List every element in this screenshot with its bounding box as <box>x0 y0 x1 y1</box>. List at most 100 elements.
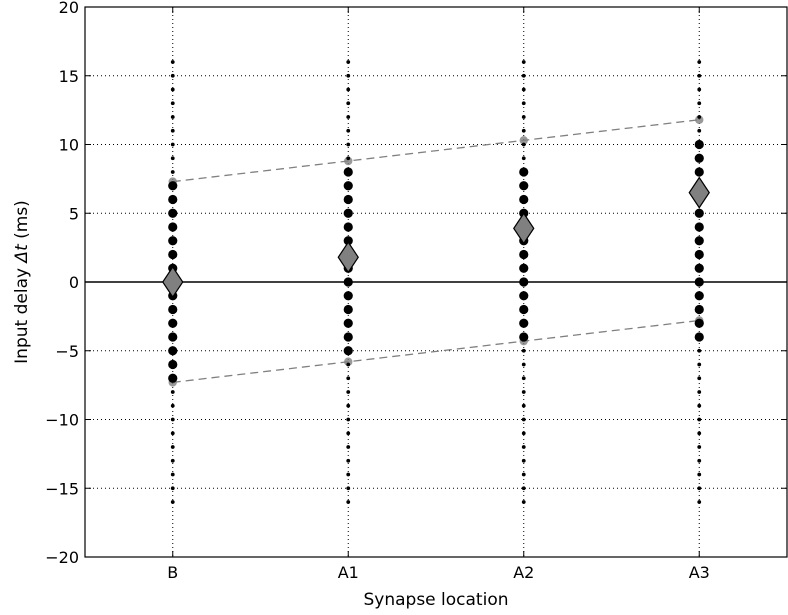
x-axis-ticks: B A1 A2 A3 <box>167 7 710 582</box>
y-tick-label: 5 <box>69 204 79 223</box>
data-point-large <box>343 181 353 191</box>
data-point-large <box>694 318 704 328</box>
data-point-large <box>168 181 178 191</box>
data-point-small <box>521 73 526 78</box>
data-point-small <box>521 376 526 381</box>
envelope-upper-line <box>172 119 700 183</box>
y-axis-label: Input delay Δt (ms) <box>12 200 32 364</box>
data-point-small <box>170 458 175 463</box>
data-point-small <box>346 445 351 449</box>
envelope-lower-line <box>172 319 700 384</box>
data-point-small <box>170 87 175 92</box>
data-point-small <box>346 60 351 64</box>
data-point-large <box>519 291 529 301</box>
data-point-large <box>343 346 353 356</box>
y-tick-label: −15 <box>45 479 79 498</box>
y-tick-label: 15 <box>59 67 79 86</box>
data-point-small <box>697 431 702 436</box>
data-point-small <box>170 128 175 133</box>
data-point-small <box>521 87 526 92</box>
data-point-small <box>521 390 526 394</box>
data-point-large <box>694 332 704 342</box>
y-tick-label: −20 <box>45 548 79 567</box>
data-point-large <box>343 304 353 315</box>
data-point-small <box>170 142 175 147</box>
data-point-small <box>521 431 526 436</box>
data-point-small <box>697 390 702 394</box>
data-point-large <box>694 167 704 177</box>
x-tick-label: A3 <box>689 563 710 582</box>
data-point-large <box>519 263 529 273</box>
data-point-small <box>521 403 526 408</box>
data-point-large <box>694 139 704 150</box>
data-point-large <box>694 263 704 273</box>
data-point-small <box>346 486 351 491</box>
data-point-small <box>170 431 175 436</box>
mean-marker <box>337 241 359 274</box>
data-point-small <box>521 472 526 477</box>
data-point-large <box>519 181 529 191</box>
data-point-small <box>346 128 351 133</box>
x-tick-label: A2 <box>513 563 534 582</box>
data-point-large <box>343 318 353 328</box>
data-point-small <box>170 500 175 504</box>
data-point-small <box>170 115 175 119</box>
data-point-large <box>168 318 178 328</box>
data-point-small <box>170 486 175 491</box>
data-point-large <box>343 277 353 287</box>
data-point-large <box>168 332 178 342</box>
data-point-small <box>521 60 526 64</box>
data-point-large <box>343 332 353 342</box>
data-point-small <box>521 417 526 422</box>
mean-marker <box>688 176 710 209</box>
data-point-large <box>694 208 704 218</box>
data-point-large <box>343 208 353 218</box>
envelope-point <box>695 115 704 124</box>
data-point-small <box>697 101 702 106</box>
data-point-small <box>346 417 351 422</box>
data-point-large <box>694 249 704 260</box>
y-axis-label-suffix: (ms) <box>12 200 32 244</box>
data-point-large <box>343 236 353 246</box>
data-point-small <box>346 101 351 106</box>
data-point-small <box>170 445 175 449</box>
data-point-small <box>170 390 175 394</box>
data-point-large <box>168 373 178 383</box>
data-point-small <box>521 348 526 353</box>
mean-markers <box>162 176 710 299</box>
x-axis-label: Synapse location <box>363 590 508 610</box>
data-point-large <box>519 194 529 205</box>
data-point-small <box>697 115 702 119</box>
data-point-small <box>521 500 526 504</box>
data-point-small <box>697 403 702 408</box>
mean-marker <box>513 212 535 245</box>
data-point-large <box>694 277 704 287</box>
envelope-point <box>344 156 353 166</box>
data-point-small <box>346 403 351 408</box>
data-point-small <box>521 128 526 133</box>
y-tick-label: 10 <box>59 136 79 155</box>
mean-marker <box>162 265 184 299</box>
data-point-large <box>343 194 353 205</box>
data-point-small <box>521 486 526 491</box>
data-point-small <box>170 156 175 161</box>
data-point-small <box>697 376 702 381</box>
data-point-large <box>168 208 178 218</box>
data-point-large <box>168 249 178 260</box>
data-point-small <box>170 170 175 174</box>
data-point-small <box>346 431 351 436</box>
envelope-point <box>519 136 528 145</box>
data-point-small <box>346 472 351 477</box>
y-axis-label-prefix: Input delay <box>12 263 32 364</box>
data-point-small <box>346 362 351 367</box>
data-point-small <box>521 362 526 367</box>
data-point-small <box>170 403 175 408</box>
data-point-small <box>697 128 702 133</box>
data-point-small <box>346 156 351 161</box>
data-point-small <box>170 472 175 477</box>
data-point-small <box>346 390 351 394</box>
data-point-large <box>519 304 529 315</box>
data-point-large <box>519 277 529 287</box>
data-point-small <box>346 115 351 119</box>
